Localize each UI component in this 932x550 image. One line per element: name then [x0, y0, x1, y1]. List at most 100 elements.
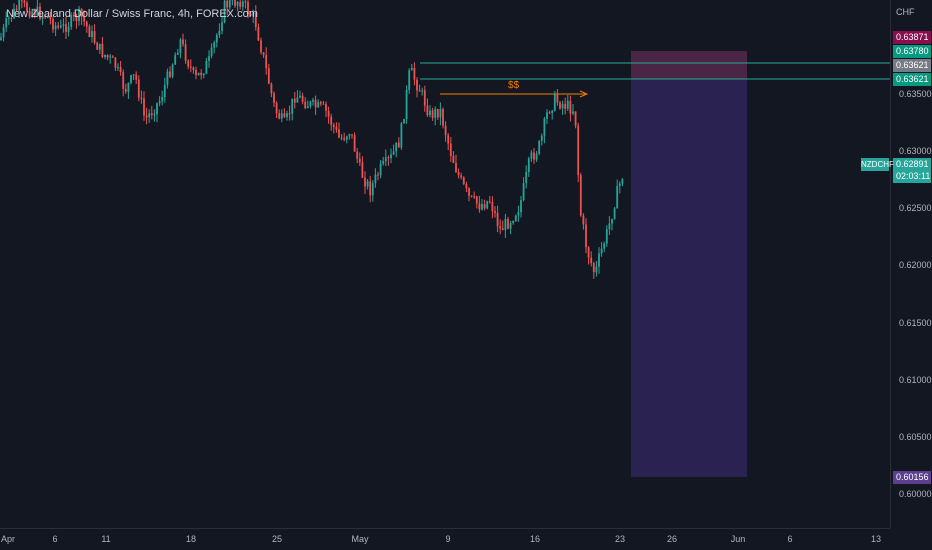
- candle-body: [340, 137, 343, 139]
- candle-body: [426, 105, 429, 116]
- candle-body: [431, 110, 434, 118]
- candle-body: [444, 125, 447, 136]
- time-scale[interactable]: Apr 6 11 18 25 May 9 16 23 26 Jun 6 13: [0, 528, 890, 550]
- candle-body: [143, 98, 145, 116]
- candle-body: [140, 97, 143, 99]
- candle-body: [161, 96, 164, 102]
- candle-body: [499, 226, 502, 229]
- candle-body: [262, 52, 265, 56]
- stop-zone: [631, 51, 747, 79]
- candle-body: [265, 55, 268, 69]
- candle-body: [98, 43, 101, 50]
- price-tag: 0.60156: [893, 471, 931, 484]
- candle-body: [52, 19, 54, 30]
- candlestick-chart[interactable]: $$: [0, 0, 890, 528]
- candle-body: [520, 200, 522, 213]
- candle-body: [306, 106, 309, 109]
- price-tag: 0.63780: [893, 45, 931, 58]
- candle-body: [421, 90, 424, 92]
- candle-body: [148, 113, 151, 118]
- candle-body: [2, 27, 5, 38]
- candle-body: [595, 266, 598, 273]
- candle-body: [176, 53, 179, 55]
- candle-body: [470, 195, 473, 197]
- candle-body: [338, 129, 340, 138]
- candle-body: [189, 66, 192, 68]
- candle-body: [382, 161, 385, 164]
- candle-body: [179, 39, 182, 54]
- candle-body: [210, 47, 213, 57]
- candle-body: [20, 0, 23, 1]
- candle-body: [616, 185, 619, 209]
- candle-body: [608, 223, 611, 230]
- candle-body: [83, 16, 86, 22]
- candle-body: [423, 90, 426, 106]
- candle-body: [332, 124, 335, 128]
- price-tag: 0.63621: [893, 73, 931, 86]
- price-tick: 0.61500: [899, 318, 932, 328]
- candle-body: [135, 74, 138, 80]
- candle-body: [215, 34, 218, 43]
- time-tick: May: [351, 534, 369, 544]
- candle-body: [296, 97, 299, 103]
- candle-body: [442, 109, 444, 126]
- candle-body: [192, 67, 195, 70]
- candle-body: [572, 111, 574, 114]
- price-tick: 0.60500: [899, 432, 932, 442]
- price-tag: 02:03:11: [893, 170, 931, 183]
- candle-body: [582, 215, 585, 225]
- candle-body: [465, 183, 468, 189]
- candle-body: [72, 14, 75, 16]
- candle-body: [291, 98, 294, 114]
- candle-body: [473, 196, 476, 198]
- price-scale[interactable]: 0.63500 0.63000 0.62500 0.62000 0.61500 0.610…: [890, 0, 932, 528]
- candle-body: [325, 104, 327, 111]
- candle-body: [494, 211, 496, 213]
- candle-body: [429, 110, 431, 116]
- candle-body: [202, 73, 205, 76]
- candle-body: [249, 14, 252, 16]
- candle-body: [96, 42, 99, 50]
- candle-body: [67, 27, 70, 33]
- candle-body: [247, 1, 249, 15]
- candle-body: [551, 110, 554, 113]
- candle-body: [374, 174, 377, 184]
- candle-body: [18, 0, 21, 11]
- candle-body: [122, 72, 125, 89]
- candle-body: [169, 71, 171, 77]
- candle-body: [26, 2, 28, 11]
- candle-body: [205, 60, 208, 74]
- candle-body: [397, 142, 400, 148]
- candle-body: [57, 25, 60, 28]
- time-tick: 13: [870, 534, 882, 544]
- candle-body: [351, 134, 353, 136]
- chart-area[interactable]: $$: [0, 0, 890, 528]
- candle-body: [158, 101, 161, 104]
- candle-body: [208, 56, 210, 61]
- candle-body: [171, 64, 174, 77]
- candle-body: [104, 54, 106, 58]
- candle-body: [361, 162, 364, 178]
- candle-body: [218, 30, 221, 35]
- time-tick: 23: [614, 534, 626, 544]
- annotation-label: $$: [508, 80, 520, 91]
- candle-body: [273, 93, 275, 103]
- candle-body: [111, 56, 114, 58]
- candle-body: [400, 123, 403, 148]
- candle-body: [457, 172, 460, 176]
- time-tick: 11: [101, 534, 111, 544]
- candle-body: [213, 42, 216, 48]
- candle-body: [371, 183, 374, 196]
- candle-body: [598, 253, 600, 267]
- candle-body: [278, 113, 281, 119]
- candle-body: [501, 228, 504, 231]
- currency-label: CHF: [896, 7, 915, 17]
- candle-body: [317, 101, 320, 108]
- candle-body: [322, 103, 325, 105]
- candle-body: [514, 215, 517, 222]
- candle-body: [283, 113, 286, 118]
- candle-body: [439, 109, 442, 118]
- candle-body: [106, 54, 109, 58]
- candle-body: [241, 1, 244, 7]
- symbol-tag: NZDCHF: [861, 158, 894, 171]
